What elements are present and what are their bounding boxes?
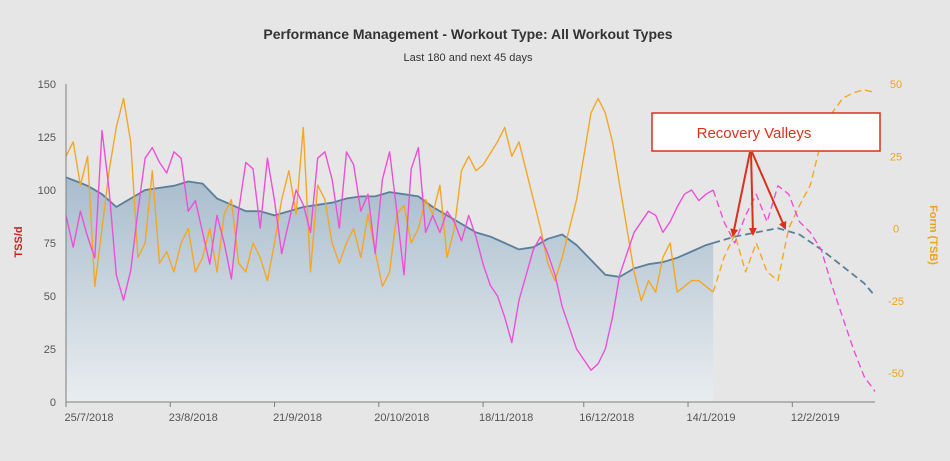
series-line-fatigue-atl-projected bbox=[712, 185, 876, 392]
series-line-fitness-ctl bbox=[65, 176, 714, 278]
fitness-area bbox=[66, 177, 714, 402]
y-axis-ticks: 0 25 50 75 100 125 150 bbox=[38, 79, 56, 409]
y-tick-label: 75 bbox=[44, 238, 56, 250]
y2-tick-label: 0 bbox=[893, 224, 899, 236]
series-line-form-tsb bbox=[65, 97, 714, 302]
chart-subtitle: Last 180 and next 45 days bbox=[403, 52, 533, 64]
y-tick-label: 25 bbox=[44, 344, 56, 356]
y-tick-label: 100 bbox=[38, 185, 56, 197]
plot-area bbox=[65, 89, 876, 402]
x-tick-label: 18/11/2018 bbox=[479, 412, 533, 424]
annotation-recovery-valleys: Recovery Valleys bbox=[651, 112, 881, 237]
x-axis: 25/7/2018 23/8/2018 21/9/2018 20/10/2018 18/… bbox=[65, 401, 875, 424]
x-tick-label: 21/9/2018 bbox=[273, 412, 322, 424]
y2-tick-label: -25 bbox=[888, 296, 904, 308]
y-tick-label: 150 bbox=[38, 79, 56, 91]
y-axis-label: TSS/d bbox=[13, 226, 25, 257]
y2-tick-label: 50 bbox=[890, 79, 902, 91]
annotation-box bbox=[651, 112, 881, 152]
y2-tick-label: -50 bbox=[888, 368, 904, 380]
series-line-form-tsb-projected bbox=[712, 89, 876, 293]
series-line-fatigue-atl bbox=[65, 129, 714, 371]
x-tick-label: 12/2/2019 bbox=[791, 412, 840, 424]
y2-axis-label: Form (TSB) bbox=[927, 205, 939, 265]
annotation-text: Recovery Valleys bbox=[697, 125, 812, 142]
x-tick-label: 14/1/2019 bbox=[687, 412, 736, 424]
x-axis-ticks: 25/7/2018 23/8/2018 21/9/2018 20/10/2018 18/… bbox=[65, 402, 840, 424]
x-tick-label: 20/10/2018 bbox=[374, 412, 429, 424]
y2-tick-label: 25 bbox=[890, 151, 902, 163]
x-tick-label: 25/7/2018 bbox=[65, 412, 114, 424]
y-tick-label: 125 bbox=[38, 132, 56, 144]
y-axis-right: -50 -25 0 25 50 Form (TSB) bbox=[888, 79, 939, 380]
x-tick-label: 16/12/2018 bbox=[579, 412, 634, 424]
annotation-arrow-3 bbox=[751, 151, 787, 230]
y-tick-label: 0 bbox=[50, 397, 56, 409]
y-tick-label: 50 bbox=[44, 291, 56, 303]
chart-title: Performance Management - Workout Type: A… bbox=[263, 26, 672, 42]
y2-axis-ticks: -50 -25 0 25 50 bbox=[888, 79, 904, 380]
y-axis-left: 0 25 50 75 100 125 150 TSS/d bbox=[13, 79, 67, 409]
series-line-fitness-ctl-projected bbox=[712, 227, 876, 297]
annotation-arrow-2 bbox=[748, 151, 757, 236]
annotation-arrow-1 bbox=[730, 151, 751, 237]
x-tick-label: 23/8/2018 bbox=[169, 412, 218, 424]
